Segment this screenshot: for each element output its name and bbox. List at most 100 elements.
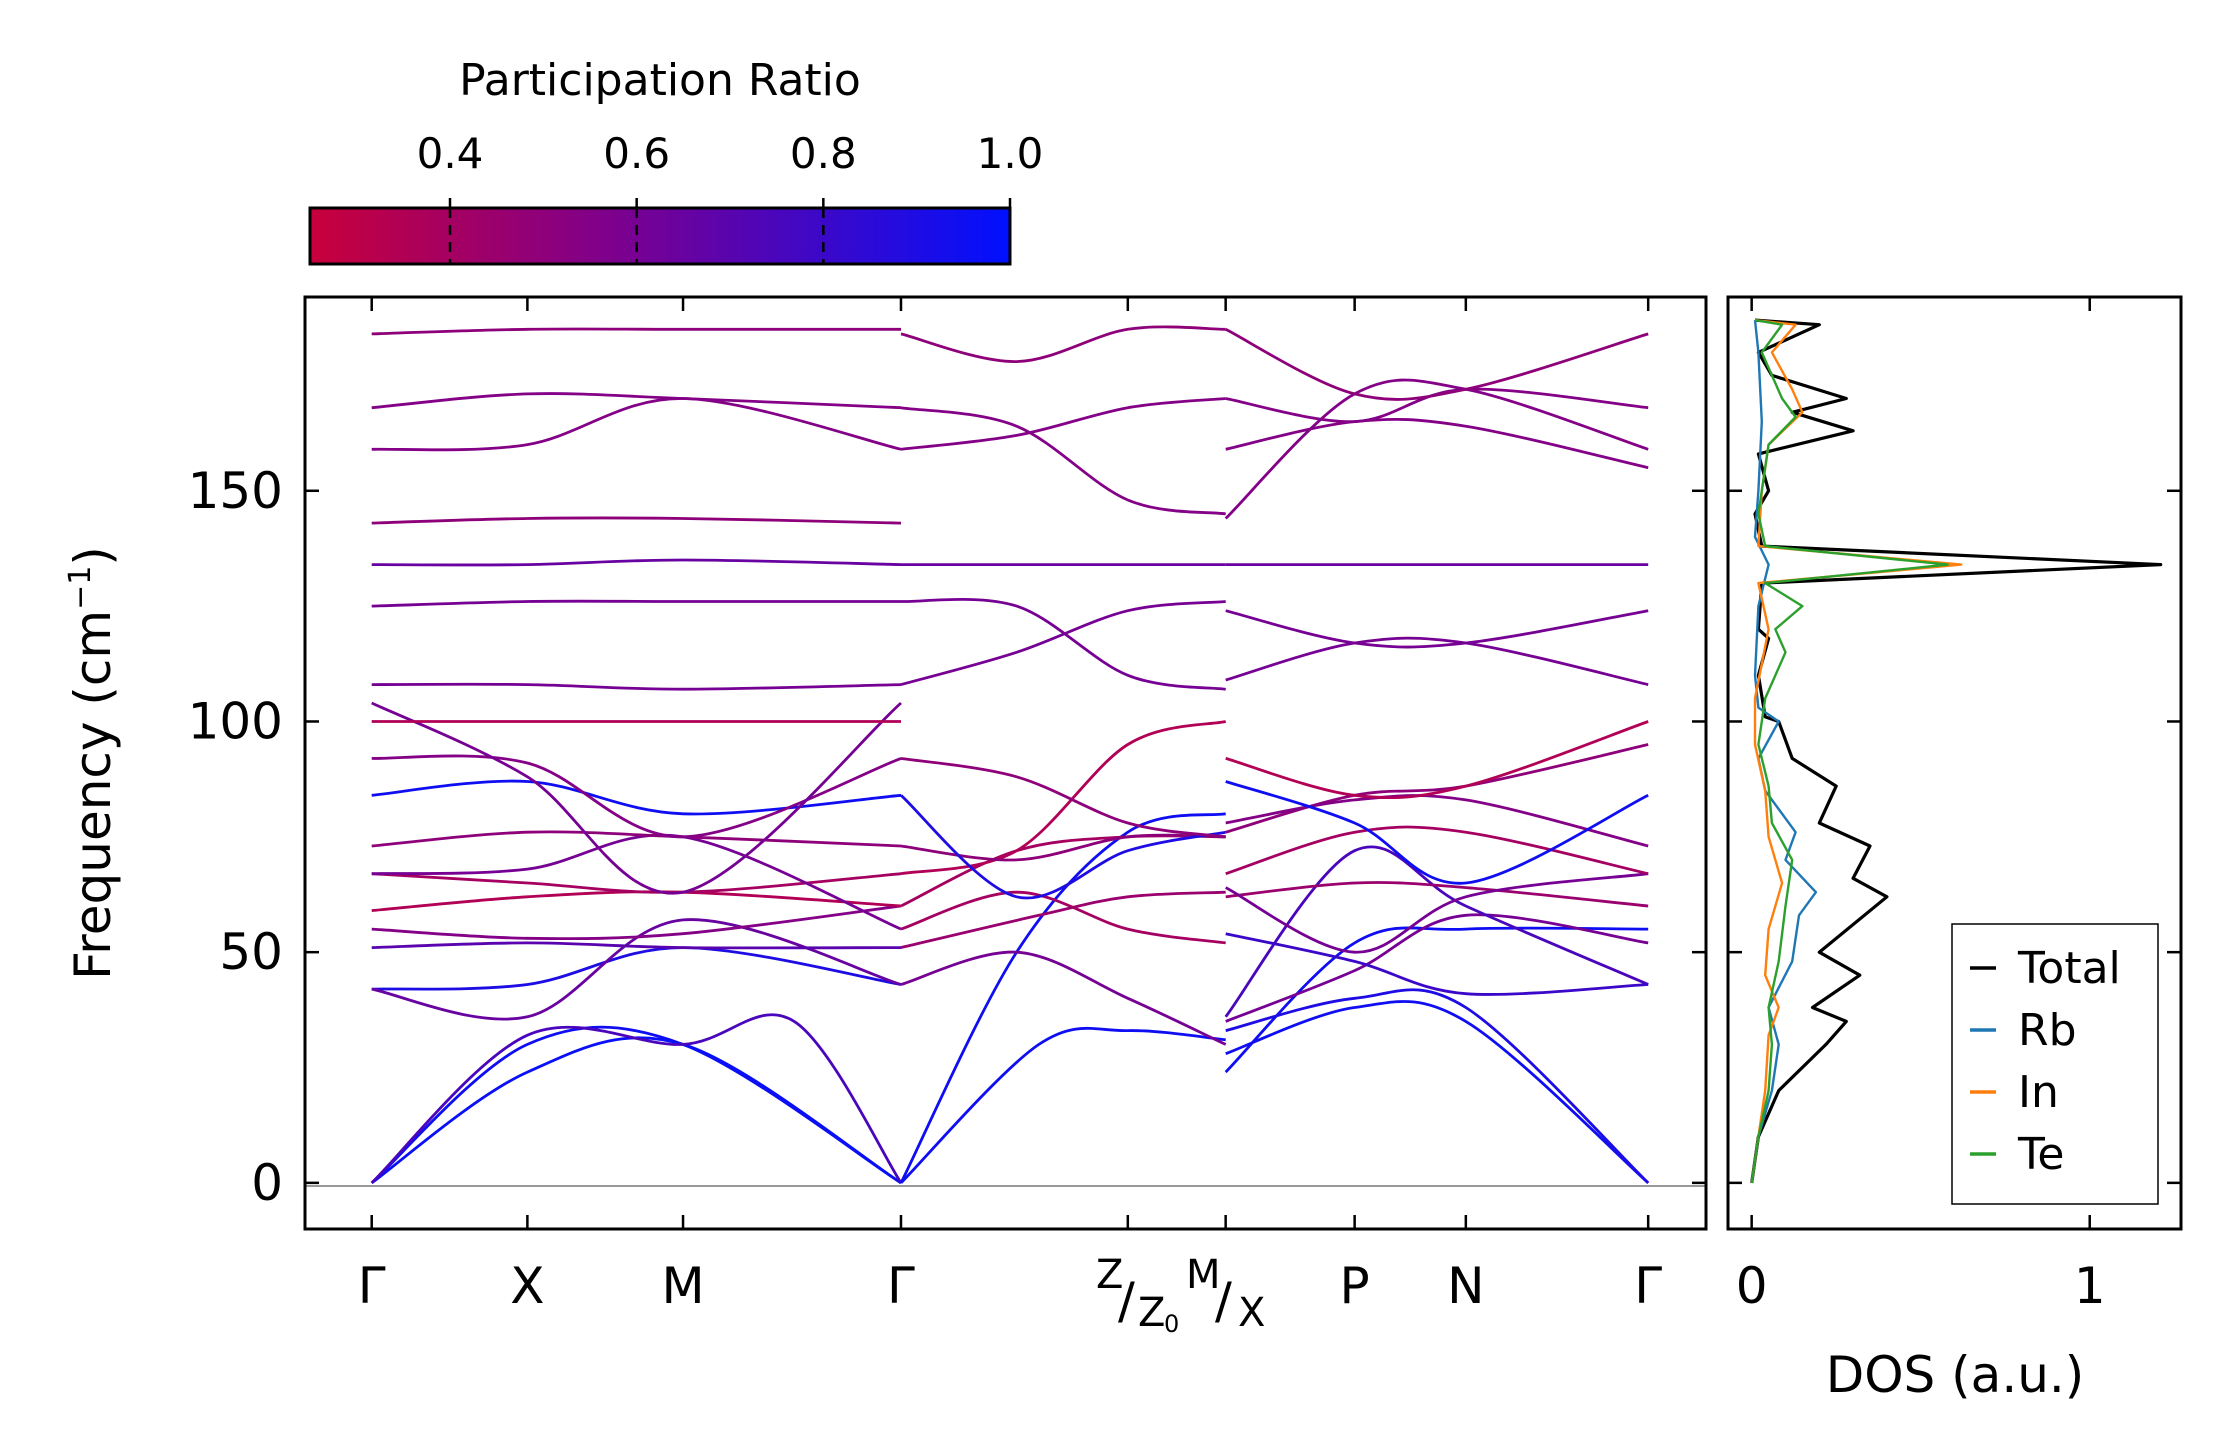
kpoint-label-slash-1: / bbox=[1118, 1272, 1135, 1330]
colorbar-tick-label: 1.0 bbox=[977, 129, 1044, 178]
phonon-band bbox=[1225, 1000, 1650, 1184]
y-axis-label: Frequency (cm−1) bbox=[63, 546, 122, 980]
phonon-band bbox=[900, 597, 1226, 691]
phonon-band bbox=[371, 904, 902, 941]
colorbar-tick-label: 0.6 bbox=[603, 129, 670, 178]
phonon-band bbox=[1225, 720, 1649, 800]
phonon-band bbox=[370, 1013, 903, 1184]
kpoint-label-z0: Z bbox=[1138, 1290, 1165, 1336]
kpoint-label: X bbox=[510, 1257, 544, 1315]
colorbar-bar bbox=[308, 206, 1012, 266]
legend-label-total: Total bbox=[2017, 943, 2121, 994]
phonon-band bbox=[370, 1036, 902, 1185]
phonon-band bbox=[1225, 881, 1649, 908]
legend-label-te: Te bbox=[2017, 1129, 2064, 1180]
y-tick-label: 50 bbox=[219, 923, 283, 981]
special-kpoint-label: Z / Z 0 M / X bbox=[1096, 1252, 1265, 1338]
kpoint-label: P bbox=[1340, 1257, 1370, 1315]
phonon-band bbox=[371, 779, 902, 816]
phonon-band bbox=[1225, 932, 1649, 996]
phonon-band bbox=[1225, 328, 1649, 401]
phonon-band bbox=[371, 392, 902, 410]
phonon-band bbox=[1225, 780, 1649, 885]
phonon-band bbox=[1225, 872, 1649, 954]
legend-box bbox=[1951, 923, 2159, 1205]
phonon-band bbox=[1225, 417, 1649, 470]
phonon-band bbox=[1225, 609, 1649, 649]
phonon-band bbox=[900, 794, 1226, 900]
dos-x-tick-label: 0 bbox=[1736, 1257, 1768, 1315]
phonon-band bbox=[371, 701, 902, 895]
phonon-band bbox=[900, 600, 1226, 686]
phonon-band bbox=[371, 754, 902, 839]
phonon-band bbox=[900, 757, 1226, 839]
phonon-band bbox=[371, 890, 902, 912]
phonon-band bbox=[900, 325, 1226, 364]
phonon-band bbox=[899, 812, 1226, 1184]
y-tick-label: 0 bbox=[251, 1154, 283, 1212]
kpoint-label-z: Z bbox=[1096, 1252, 1123, 1298]
dos-curve-total bbox=[1750, 318, 2163, 1184]
dos-x-tick-label: 1 bbox=[2074, 1257, 2106, 1315]
kpoint-label-x: X bbox=[1238, 1290, 1265, 1336]
dos-x-axis-label: DOS (a.u.) bbox=[1826, 1346, 2085, 1404]
phonon-band bbox=[371, 946, 902, 991]
kpoint-label: Γ bbox=[1634, 1257, 1662, 1315]
phonon-band bbox=[900, 406, 1226, 516]
kpoint-label: Γ bbox=[887, 1257, 915, 1315]
phonon-band bbox=[371, 516, 902, 525]
dos-curve-in bbox=[1750, 318, 1963, 1184]
phonon-band bbox=[1225, 794, 1649, 848]
dos-curves bbox=[1750, 318, 2163, 1184]
phonon-band bbox=[1224, 378, 1649, 520]
kpoint-label: N bbox=[1447, 1257, 1484, 1315]
colorbar-tick-label: 0.8 bbox=[790, 129, 857, 178]
phonon-band bbox=[371, 682, 902, 691]
phonon-band bbox=[371, 830, 902, 848]
phonon-band bbox=[371, 833, 902, 931]
kpoint-label-m: M bbox=[1186, 1252, 1221, 1298]
phonon-band bbox=[371, 558, 902, 567]
phonon-band bbox=[371, 872, 902, 894]
dos-curve-te bbox=[1750, 318, 1949, 1184]
phonon-band bbox=[900, 397, 1226, 451]
high-symmetry-lines bbox=[370, 297, 1650, 1229]
phonon-band bbox=[371, 941, 902, 950]
phonon-band bbox=[1225, 913, 1649, 1023]
phonon-band bbox=[1225, 636, 1649, 686]
phonon-band bbox=[1224, 845, 1649, 1018]
phonon-band bbox=[900, 720, 1227, 876]
phonon-band bbox=[1225, 743, 1649, 834]
phonon-bands bbox=[370, 325, 1650, 1185]
phonon-band bbox=[371, 327, 901, 336]
phonon-band bbox=[371, 599, 901, 608]
legend-label-in: In bbox=[2018, 1067, 2059, 1118]
phonon-band bbox=[1225, 387, 1649, 424]
colorbar-ticks: 0.4 0.6 0.8 1.0 bbox=[417, 129, 1044, 264]
kpoint-label-z0-sub: 0 bbox=[1164, 1310, 1179, 1338]
legend-label-rb: Rb bbox=[2018, 1005, 2077, 1056]
band-plot-frame bbox=[303, 295, 1708, 1231]
band-y-ticks: 0 50 100 150 bbox=[188, 462, 1706, 1212]
kpoint-label: M bbox=[661, 1257, 704, 1315]
phonon-band bbox=[1225, 988, 1650, 1184]
kpoint-label: Γ bbox=[358, 1257, 386, 1315]
phonon-band bbox=[900, 833, 1226, 862]
y-tick-label: 150 bbox=[188, 462, 283, 520]
y-axis-label-sup: −1 bbox=[63, 566, 98, 610]
y-tick-label: 100 bbox=[188, 692, 283, 750]
dos-plot-frame bbox=[1726, 295, 2183, 1231]
phonon-band bbox=[1225, 825, 1649, 876]
dos-y-ticks bbox=[1728, 489, 2181, 1185]
colorbar-title: Participation Ratio bbox=[459, 55, 861, 106]
phonon-band bbox=[900, 1026, 1226, 1184]
y-axis-label-main: Frequency (cm bbox=[64, 610, 122, 980]
phonon-band bbox=[1224, 926, 1649, 1074]
colorbar: Participation Ratio 0.4 0.6 0.8 1.0 bbox=[308, 55, 1044, 266]
phonon-band bbox=[900, 890, 1226, 949]
y-axis-label-end: ) bbox=[64, 546, 122, 566]
